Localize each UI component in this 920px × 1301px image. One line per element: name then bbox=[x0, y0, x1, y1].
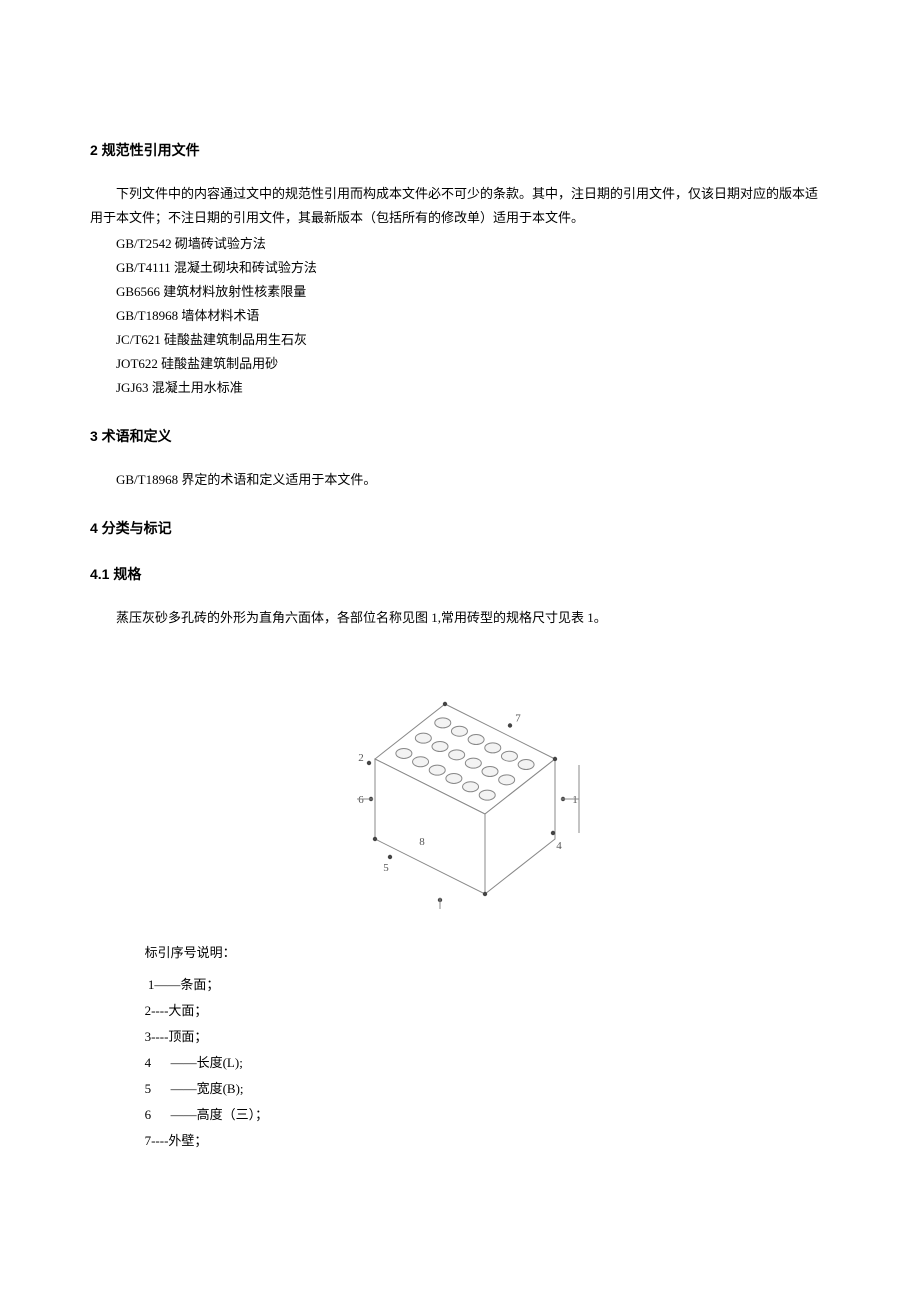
svg-text:1: 1 bbox=[572, 794, 578, 806]
svg-text:4: 4 bbox=[556, 840, 562, 852]
svg-text:8: 8 bbox=[419, 836, 425, 848]
heading-s2: 2 规范性引用文件 bbox=[90, 140, 830, 160]
para-s2-intro: 下列文件中的内容通过文中的规范性引用而构成本文件必不可少的条款。其中，注日期的引… bbox=[90, 182, 830, 230]
heading-s4: 4 分类与标记 bbox=[90, 518, 830, 538]
reference-item: JOT622 硅酸盐建筑制品用砂 bbox=[116, 352, 830, 376]
reference-item: GB/T2542 砌墙砖试验方法 bbox=[116, 232, 830, 256]
svg-text:5: 5 bbox=[383, 862, 389, 874]
svg-text:6: 6 bbox=[358, 794, 364, 806]
section-normative-references: 2 规范性引用文件 下列文件中的内容通过文中的规范性引用而构成本文件必不可少的条… bbox=[90, 140, 830, 400]
section-classification: 4 分类与标记 bbox=[90, 518, 830, 538]
legend-title: 标引序号说明： bbox=[145, 940, 830, 966]
reference-item: JC/T621 硅酸盐建筑制品用生石灰 bbox=[116, 328, 830, 352]
legend-item: 5 ——宽度(B); bbox=[145, 1076, 830, 1102]
legend-item: 2----大面； bbox=[145, 998, 830, 1024]
figure-1-container: 12345678 bbox=[90, 649, 830, 914]
heading-s3: 3 术语和定义 bbox=[90, 426, 830, 446]
legend-item: 4 ——长度(L); bbox=[145, 1050, 830, 1076]
reference-item: JGJ63 混凝土用水标准 bbox=[116, 376, 830, 400]
reference-item: GB/T18968 墙体材料术语 bbox=[116, 304, 830, 328]
figure-brick-diagram: 12345678 bbox=[325, 649, 595, 909]
reference-item: GB/T4111 混凝土砌块和砖试验方法 bbox=[116, 256, 830, 280]
legend-item: 7----外壁； bbox=[145, 1128, 830, 1154]
legend-item: 6 ——高度（三）； bbox=[145, 1102, 830, 1128]
para-s4-1: 蒸压灰砂多孔砖的外形为直角六面体，各部位名称见图 1,常用砖型的规格尺寸见表 1… bbox=[90, 606, 830, 630]
heading-s4-1: 4.1 规格 bbox=[90, 564, 830, 584]
section-terms: 3 术语和定义 GB/T18968 界定的术语和定义适用于本文件。 bbox=[90, 426, 830, 492]
para-s3: GB/T18968 界定的术语和定义适用于本文件。 bbox=[90, 468, 830, 492]
legend-item: 1——条面； bbox=[145, 972, 830, 998]
reference-item: GB6566 建筑材料放射性核素限量 bbox=[116, 280, 830, 304]
svg-text:7: 7 bbox=[515, 712, 521, 724]
figure-legend: 标引序号说明： 1——条面； 2----大面； 3----顶面； 4 ——长度(… bbox=[145, 940, 830, 1154]
section-spec: 4.1 规格 蒸压灰砂多孔砖的外形为直角六面体，各部位名称见图 1,常用砖型的规… bbox=[90, 564, 830, 1153]
svg-text:2: 2 bbox=[358, 752, 364, 764]
legend-item: 3----顶面； bbox=[145, 1024, 830, 1050]
reference-list: GB/T2542 砌墙砖试验方法 GB/T4111 混凝土砌块和砖试验方法 GB… bbox=[116, 232, 830, 400]
